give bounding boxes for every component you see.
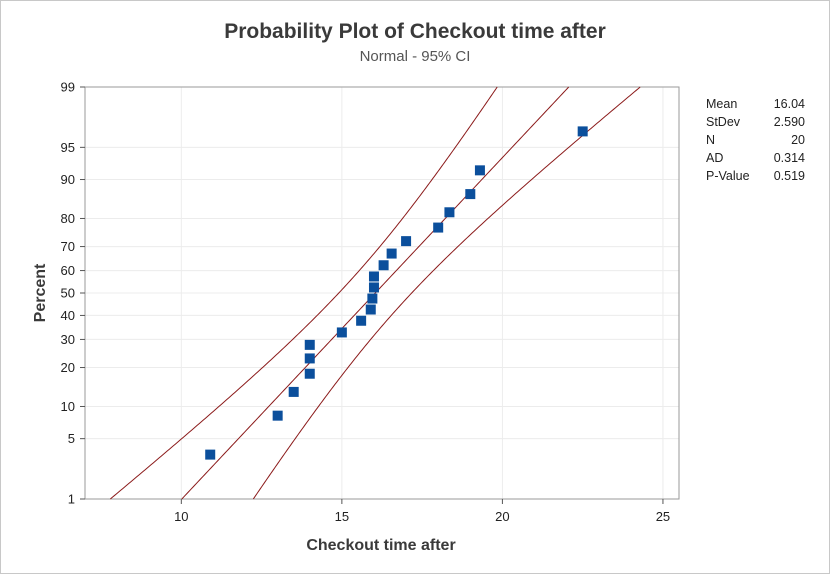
y-tick-label: 80 bbox=[61, 211, 75, 226]
data-point bbox=[474, 165, 485, 176]
data-point bbox=[288, 386, 299, 397]
stats-label: Mean bbox=[706, 97, 737, 111]
stats-label: P-Value bbox=[706, 169, 750, 183]
y-tick-label: 99 bbox=[61, 80, 75, 95]
data-point bbox=[444, 207, 455, 218]
data-point bbox=[368, 271, 379, 282]
fit-and-ci-lines bbox=[109, 86, 641, 500]
stats-label: N bbox=[706, 133, 715, 147]
data-point bbox=[205, 449, 216, 460]
data-point bbox=[433, 222, 444, 233]
data-point bbox=[386, 248, 397, 259]
ci-upper-band bbox=[109, 86, 498, 500]
x-axis-title: Checkout time after bbox=[306, 537, 455, 554]
chart-title: Probability Plot of Checkout time after bbox=[224, 20, 606, 43]
y-tick-label: 60 bbox=[61, 263, 75, 278]
x-tick-label: 20 bbox=[495, 509, 509, 524]
y-axis-title: Percent bbox=[32, 263, 49, 322]
stats-value: 20 bbox=[791, 133, 805, 147]
data-point bbox=[336, 327, 347, 338]
data-point bbox=[368, 282, 379, 293]
x-tick-label: 15 bbox=[335, 509, 349, 524]
stats-value: 2.590 bbox=[774, 115, 805, 129]
stats-value: 0.314 bbox=[774, 151, 805, 165]
y-tick-label: 70 bbox=[61, 239, 75, 254]
y-tick-label: 5 bbox=[68, 431, 75, 446]
stats-label: StDev bbox=[706, 115, 741, 129]
data-point bbox=[304, 339, 315, 350]
data-point bbox=[378, 260, 389, 271]
data-point bbox=[356, 315, 367, 326]
stats-value: 0.519 bbox=[774, 169, 805, 183]
x-tick-label: 10 bbox=[174, 509, 188, 524]
stats-table: Mean 16.04 StDev 2.590 N 20 AD 0.314 P-Value 0.51… bbox=[706, 97, 805, 183]
gridlines bbox=[85, 86, 679, 500]
y-tick-label: 30 bbox=[61, 332, 75, 347]
data-point bbox=[272, 410, 283, 421]
fitted-line bbox=[181, 86, 570, 500]
chart-subtitle: Normal - 95% CI bbox=[360, 48, 471, 65]
data-point bbox=[304, 353, 315, 364]
x-tick-label: 25 bbox=[656, 509, 670, 524]
stats-label: AD bbox=[706, 151, 723, 165]
data-point bbox=[367, 293, 378, 304]
data-point bbox=[304, 368, 315, 379]
y-tick-label: 90 bbox=[61, 172, 75, 187]
stats-value: 16.04 bbox=[774, 97, 805, 111]
data-point bbox=[365, 304, 376, 315]
y-tick-label: 1 bbox=[68, 492, 75, 507]
y-tick-label: 50 bbox=[61, 286, 75, 301]
ci-lower-band bbox=[252, 86, 641, 500]
data-point bbox=[401, 236, 412, 247]
data-points bbox=[205, 126, 588, 460]
data-point bbox=[577, 126, 588, 137]
y-tick-label: 95 bbox=[61, 140, 75, 155]
y-tick-label: 20 bbox=[61, 360, 75, 375]
data-point bbox=[465, 189, 476, 200]
y-tick-label: 40 bbox=[61, 308, 75, 323]
y-tick-label: 10 bbox=[61, 399, 75, 414]
